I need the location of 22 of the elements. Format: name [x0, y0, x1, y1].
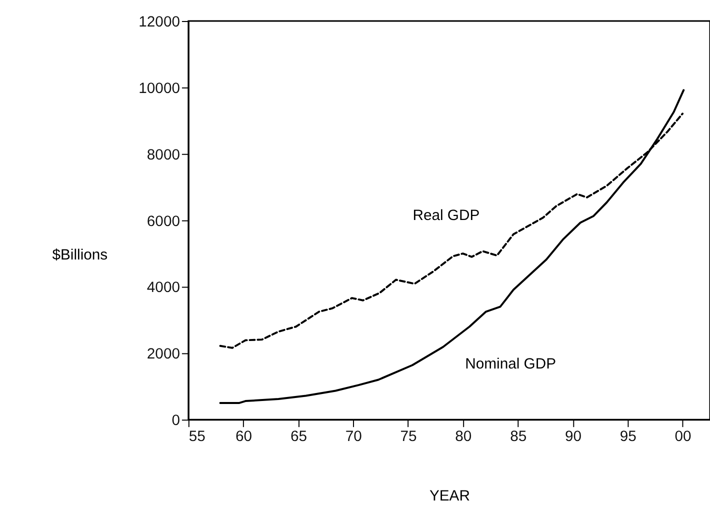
- x-tick-label: 55: [188, 428, 206, 445]
- x-tick-label: 95: [620, 428, 636, 445]
- y-tick-label: 0: [172, 413, 180, 430]
- x-tick-label: 65: [290, 428, 307, 445]
- x-tick-label: 90: [564, 428, 582, 445]
- x-tick-label: 00: [674, 428, 692, 445]
- x-tick-label: 75: [400, 428, 417, 445]
- y-tick-label: 6000: [146, 214, 180, 230]
- x-tick-label: 70: [345, 428, 362, 445]
- line-series: [219, 89, 685, 404]
- series-label: Nominal GDP: [465, 356, 556, 373]
- x-tick-label: 85: [510, 428, 527, 445]
- x-axis-title: YEAR: [429, 488, 470, 504]
- series-label: Real GDP: [412, 208, 480, 224]
- y-tick-label: 12000: [138, 14, 180, 30]
- y-tick-label: 8000: [146, 147, 180, 164]
- y-tick-label: 10000: [138, 80, 180, 97]
- y-tick-label: 2000: [146, 346, 180, 363]
- x-tick-label: 60: [236, 428, 252, 445]
- y-axis-title: $Billions: [52, 247, 108, 264]
- x-tick-label: 80: [455, 428, 472, 445]
- y-tick-label: 4000: [146, 280, 180, 296]
